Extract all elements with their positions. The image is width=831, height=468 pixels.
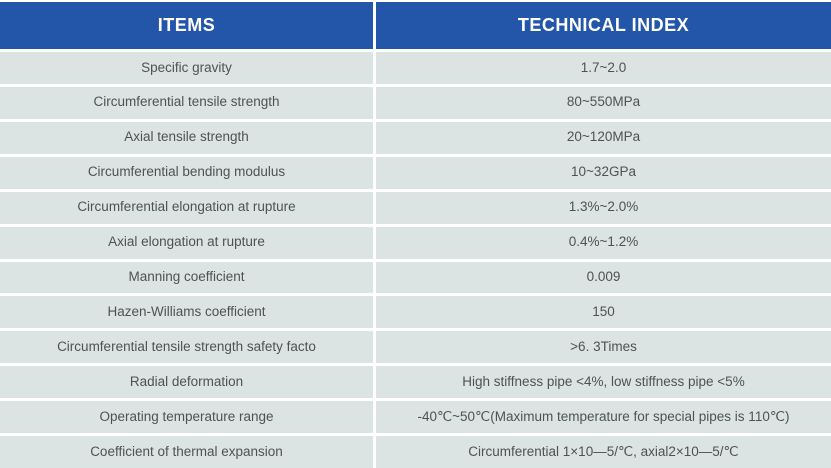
value-cell: 20~120MPa [376, 121, 831, 154]
table-row: Axial tensile strength 20~120MPa [0, 121, 831, 154]
value-cell: 80~550MPa [376, 86, 831, 119]
value-cell: -40℃~50℃(Maximum temperature for special… [376, 401, 831, 434]
item-cell: Radial deformation [0, 366, 373, 399]
value-cell: High stiffness pipe <4%, low stiffness p… [376, 366, 831, 399]
header-items: ITEMS [0, 2, 373, 49]
table-row: Hazen-Williams coefficient 150 [0, 296, 831, 329]
item-cell: Coefficient of thermal expansion [0, 436, 373, 468]
table-row: Circumferential elongation at rupture 1.… [0, 191, 831, 224]
table-header-row: ITEMS TECHNICAL INDEX [0, 2, 831, 49]
table-row: Circumferential tensile strength 80~550M… [0, 86, 831, 119]
value-cell: 1.3%~2.0% [376, 191, 831, 224]
value-cell: >6. 3Times [376, 331, 831, 364]
table-row: Specific gravity 1.7~2.0 [0, 52, 831, 84]
item-cell: Circumferential tensile strength [0, 86, 373, 119]
header-technical-index: TECHNICAL INDEX [376, 2, 831, 49]
item-cell: Circumferential tensile strength safety … [0, 331, 373, 364]
item-cell: Specific gravity [0, 52, 373, 84]
value-cell: 0.009 [376, 261, 831, 294]
table-row: Manning coefficient 0.009 [0, 261, 831, 294]
table-row: Coefficient of thermal expansion Circumf… [0, 436, 831, 468]
table-row: Operating temperature range -40℃~50℃(Max… [0, 401, 831, 434]
table-row: Radial deformation High stiffness pipe <… [0, 366, 831, 399]
table-row: Axial elongation at rupture 0.4%~1.2% [0, 226, 831, 259]
item-cell: Hazen-Williams coefficient [0, 296, 373, 329]
value-cell: 10~32GPa [376, 156, 831, 189]
table-row: Circumferential tensile strength safety … [0, 331, 831, 364]
table-row: Circumferential bending modulus 10~32GPa [0, 156, 831, 189]
item-cell: Circumferential elongation at rupture [0, 191, 373, 224]
item-cell: Manning coefficient [0, 261, 373, 294]
value-cell: 150 [376, 296, 831, 329]
value-cell: 0.4%~1.2% [376, 226, 831, 259]
value-cell: 1.7~2.0 [376, 52, 831, 84]
item-cell: Axial tensile strength [0, 121, 373, 154]
item-cell: Axial elongation at rupture [0, 226, 373, 259]
value-cell: Circumferential 1×10—5/℃, axial2×10—5/℃ [376, 436, 831, 468]
item-cell: Circumferential bending modulus [0, 156, 373, 189]
item-cell: Operating temperature range [0, 401, 373, 434]
